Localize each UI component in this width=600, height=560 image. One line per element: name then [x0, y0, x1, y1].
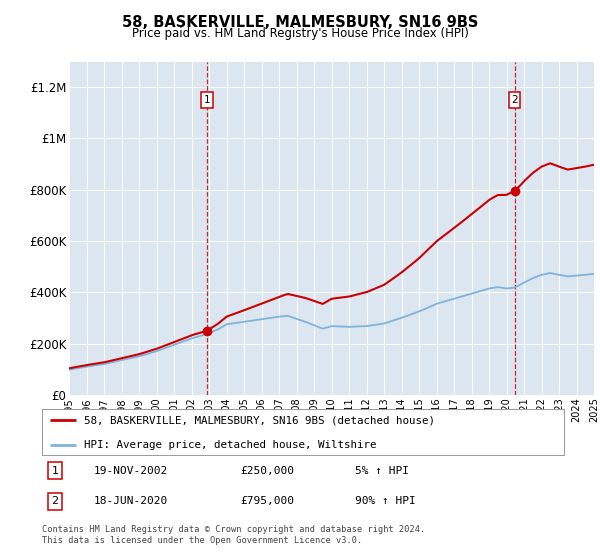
- Text: 58, BASKERVILLE, MALMESBURY, SN16 9BS (detached house): 58, BASKERVILLE, MALMESBURY, SN16 9BS (d…: [84, 416, 435, 425]
- Text: 2: 2: [52, 497, 59, 506]
- Text: 2: 2: [511, 95, 518, 105]
- Text: 19-NOV-2002: 19-NOV-2002: [94, 465, 169, 475]
- Text: 90% ↑ HPI: 90% ↑ HPI: [355, 497, 416, 506]
- Text: Contains HM Land Registry data © Crown copyright and database right 2024.
This d: Contains HM Land Registry data © Crown c…: [42, 525, 425, 545]
- Text: 1: 1: [52, 465, 59, 475]
- Text: £250,000: £250,000: [241, 465, 295, 475]
- Text: 58, BASKERVILLE, MALMESBURY, SN16 9BS: 58, BASKERVILLE, MALMESBURY, SN16 9BS: [122, 15, 478, 30]
- Text: HPI: Average price, detached house, Wiltshire: HPI: Average price, detached house, Wilt…: [84, 440, 376, 450]
- Text: Price paid vs. HM Land Registry's House Price Index (HPI): Price paid vs. HM Land Registry's House …: [131, 27, 469, 40]
- Text: £795,000: £795,000: [241, 497, 295, 506]
- Text: 1: 1: [203, 95, 210, 105]
- Text: 18-JUN-2020: 18-JUN-2020: [94, 497, 169, 506]
- Text: 5% ↑ HPI: 5% ↑ HPI: [355, 465, 409, 475]
